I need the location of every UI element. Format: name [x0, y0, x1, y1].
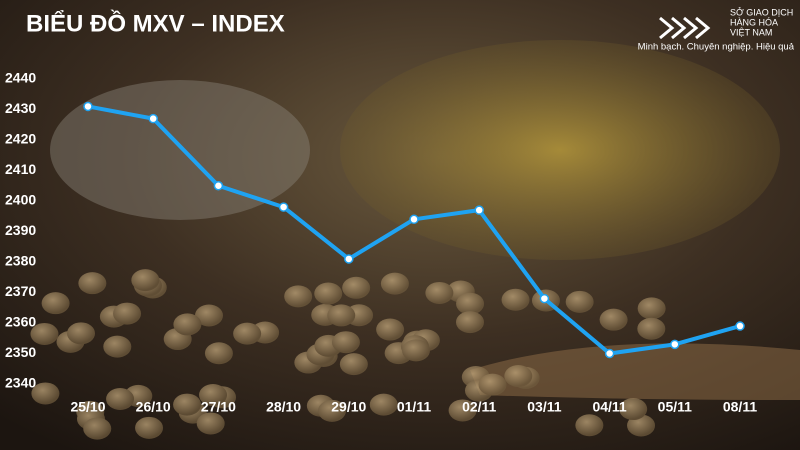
oil-bowl	[340, 40, 780, 260]
beans	[30, 269, 666, 440]
bean	[376, 318, 405, 341]
y-tick-label: 2360	[5, 314, 36, 330]
x-tick-label: 28/10	[266, 399, 301, 415]
point	[148, 113, 158, 124]
y-tick-label: 2390	[5, 222, 36, 238]
y-tick-label: 2400	[5, 192, 36, 208]
x-tick-label: 02/11	[462, 399, 496, 415]
logo-slogan: Minh bạch. Chuyên nghiệp. Hiệu quả	[638, 42, 795, 53]
bean	[199, 383, 228, 406]
x-tick-label: 26/10	[136, 399, 171, 415]
y-tick-label: 2430	[5, 100, 36, 116]
spoon	[470, 343, 800, 400]
bean	[599, 308, 628, 331]
bean-bowl	[50, 80, 310, 220]
bean	[194, 304, 223, 327]
point	[83, 101, 93, 112]
bean	[456, 292, 485, 315]
bean	[31, 382, 60, 405]
bean	[83, 417, 112, 440]
bean	[339, 353, 368, 376]
y-tick-label: 2410	[5, 161, 36, 177]
bean	[327, 304, 356, 327]
bean	[342, 276, 371, 299]
bean	[637, 297, 666, 320]
bean	[565, 290, 594, 313]
bean	[131, 269, 160, 292]
bean	[196, 412, 225, 435]
bean	[30, 322, 59, 345]
bean	[67, 322, 96, 345]
y-tick-label: 2350	[5, 344, 36, 360]
bean	[575, 414, 604, 437]
bean	[318, 399, 347, 422]
bean	[103, 335, 132, 358]
x-tick-label: 08/11	[723, 399, 757, 415]
bean	[113, 302, 142, 325]
point	[604, 348, 615, 359]
x-tick-label: 03/11	[527, 399, 561, 415]
bean	[501, 288, 530, 311]
y-tick-label: 2420	[5, 131, 36, 147]
bean	[455, 311, 484, 334]
bean	[619, 398, 648, 421]
point	[474, 205, 484, 215]
point	[409, 214, 419, 225]
bean	[204, 342, 233, 365]
bean	[331, 331, 360, 354]
point	[539, 293, 550, 304]
x-tick-label: 27/10	[201, 399, 236, 415]
x-tick-label: 04/11	[592, 399, 626, 415]
point	[278, 202, 289, 212]
bean	[284, 285, 313, 308]
bean	[314, 282, 343, 305]
x-tick-label: 05/11	[658, 399, 692, 415]
bean	[504, 365, 533, 388]
point	[344, 254, 354, 264]
x-tick-label: 01/11	[397, 399, 431, 415]
chart-title: BIỂU ĐỒ MXV – INDEX	[26, 9, 285, 37]
bean	[478, 373, 507, 396]
y-tick-label: 2440	[5, 70, 36, 86]
bean	[637, 317, 666, 340]
y-tick-label: 2380	[5, 253, 36, 269]
y-tick-label: 2340	[5, 375, 36, 391]
x-tick-label: 25/10	[70, 399, 105, 415]
bean	[41, 292, 70, 315]
bean	[173, 313, 202, 336]
logo-line: VIỆT NAM	[730, 27, 772, 37]
bean	[448, 399, 477, 422]
point	[670, 339, 680, 350]
logo-line: SỞ GIAO DỊCH	[730, 6, 793, 17]
point	[213, 181, 224, 191]
x-tick-label: 29/10	[331, 399, 366, 415]
logo-line: HÀNG HÓA	[730, 17, 778, 27]
logo-mark	[659, 16, 711, 40]
logo: SỞ GIAO DỊCH HÀNG HÓA VIỆT NAM Minh bạch…	[638, 6, 795, 52]
bean	[380, 272, 409, 295]
bean	[369, 393, 398, 416]
bean	[135, 416, 164, 439]
bean	[173, 393, 202, 416]
bean	[78, 272, 107, 295]
point	[735, 321, 745, 331]
bean	[401, 339, 430, 362]
bean	[233, 322, 262, 345]
bean	[425, 281, 454, 304]
y-tick-label: 2370	[5, 283, 36, 299]
bean	[106, 387, 135, 410]
